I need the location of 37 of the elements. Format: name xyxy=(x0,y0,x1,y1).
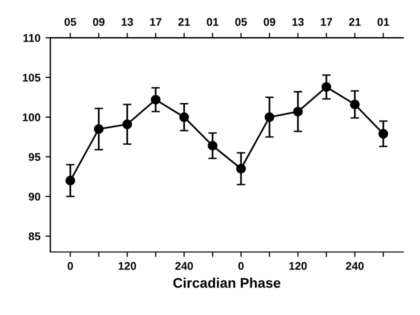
text: 05 xyxy=(235,18,247,26)
text: 09 xyxy=(264,18,276,26)
y-tick-label: 110 xyxy=(23,34,40,42)
text: 21 xyxy=(349,18,361,26)
y-tick-label: 85 xyxy=(28,232,40,240)
point xyxy=(150,94,161,105)
point xyxy=(94,124,104,134)
y-tick-label: 95 xyxy=(28,153,40,161)
x-tick-label: 240 xyxy=(346,262,364,270)
point xyxy=(208,140,218,151)
point xyxy=(293,106,303,116)
point xyxy=(350,100,360,110)
point xyxy=(378,128,388,139)
point xyxy=(122,119,132,130)
point xyxy=(179,112,189,122)
text: 13 xyxy=(292,18,304,26)
text: 09 xyxy=(93,18,105,26)
text: 17 xyxy=(150,18,162,26)
y-tick-label: 90 xyxy=(28,192,40,201)
x-tick-label: 0 xyxy=(68,262,73,270)
text: 17 xyxy=(320,18,332,26)
text: 01 xyxy=(206,18,218,26)
text: 21 xyxy=(178,18,190,26)
x-tick-label: 120 xyxy=(118,262,136,270)
x-tick-label: 240 xyxy=(175,262,193,270)
point xyxy=(264,112,274,122)
text: 05 xyxy=(64,18,76,26)
point xyxy=(236,164,246,174)
point xyxy=(65,176,76,186)
text: 13 xyxy=(122,18,133,26)
text: 01 xyxy=(378,18,390,26)
y-tick-label: 100 xyxy=(22,113,40,122)
point xyxy=(322,82,332,92)
x-tick-label: 0 xyxy=(238,262,244,270)
y-tick-label: 105 xyxy=(22,74,40,82)
x-tick-label: 120 xyxy=(289,262,307,270)
x-axis-title: Circadian Phase xyxy=(173,278,280,288)
